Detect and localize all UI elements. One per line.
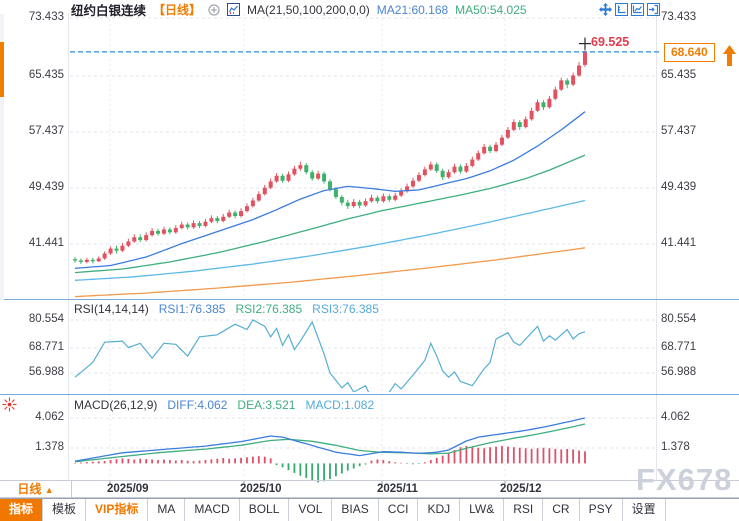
chevron-up-icon: ▲ bbox=[44, 485, 54, 495]
axis-label: 68.771 bbox=[661, 341, 697, 353]
trend-chart-icon[interactable] bbox=[631, 3, 644, 21]
axis-label: 57.437 bbox=[28, 125, 64, 137]
axis-label: 73.433 bbox=[28, 11, 64, 23]
axis-label: 65.435 bbox=[28, 69, 64, 81]
macd-label: MACD(26,12,9) bbox=[74, 398, 158, 412]
axis-label: 49.439 bbox=[661, 181, 697, 193]
rsi2-value: RSI2:76.385 bbox=[235, 302, 303, 316]
tab-psy[interactable]: PSY bbox=[580, 499, 623, 521]
tab-indicator[interactable]: 指标 bbox=[0, 499, 44, 521]
axis-label: 4.062 bbox=[35, 411, 64, 423]
chart-tool-icons bbox=[599, 3, 660, 21]
axis-label: 4.062 bbox=[661, 411, 690, 423]
tab-cr[interactable]: CR bbox=[543, 499, 580, 521]
axis-label: 1.378 bbox=[661, 441, 690, 453]
ma21-value: MA21:60.168 bbox=[376, 2, 449, 17]
axis-label: 41.441 bbox=[28, 237, 64, 249]
tab-kdj[interactable]: KDJ bbox=[418, 499, 461, 521]
tab-cci[interactable]: CCI bbox=[379, 499, 419, 521]
tab-template[interactable]: 模板 bbox=[43, 499, 87, 521]
tab-vip-indicator[interactable]: VIP指标 bbox=[86, 499, 149, 521]
tab-boll[interactable]: BOLL bbox=[240, 499, 290, 521]
mini-chart-icon[interactable] bbox=[227, 3, 241, 16]
circle-plus-icon[interactable] bbox=[208, 3, 220, 16]
high-price-label: 69.525 bbox=[591, 35, 630, 49]
toolbar-spacer bbox=[666, 499, 739, 521]
period-dropdown[interactable]: 日线 ▲ bbox=[0, 481, 72, 497]
instrument-title: 纽约白银连续 bbox=[71, 4, 147, 18]
exit-fullscreen-icon[interactable] bbox=[647, 3, 660, 21]
axis-label: 56.988 bbox=[661, 366, 697, 378]
rsi-pane-header: RSI(14,14,14) RSI1:76.385 RSI2:76.385 RS… bbox=[74, 302, 379, 316]
axis-label: 1.378 bbox=[35, 441, 64, 453]
axis-label: 73.433 bbox=[661, 11, 697, 23]
axis-label: 80.554 bbox=[28, 313, 64, 325]
hot-indicator-icon bbox=[2, 397, 17, 417]
tab-rsi[interactable]: RSI bbox=[504, 499, 544, 521]
date-label: 2025/10 bbox=[240, 483, 282, 495]
dea-value: DEA:3.521 bbox=[237, 398, 296, 412]
axis-label: 80.554 bbox=[661, 313, 697, 325]
axis-scale-icon[interactable] bbox=[615, 3, 628, 21]
macd-value: MACD:1.082 bbox=[305, 398, 375, 412]
tab-vol[interactable]: VOL bbox=[289, 499, 333, 521]
tab-settings[interactable]: 设置 bbox=[623, 499, 666, 521]
ma50-value: MA50:54.025 bbox=[455, 2, 527, 17]
last-price-tag: 68.640 bbox=[664, 43, 715, 62]
diff-value: DIFF:4.062 bbox=[167, 398, 228, 412]
date-label: 2025/11 bbox=[377, 483, 418, 495]
axis-label: 68.771 bbox=[28, 341, 64, 353]
date-label: 2025/12 bbox=[500, 483, 542, 495]
period-dropdown-label: 日线 bbox=[17, 482, 42, 496]
period-tag: 【日线】 bbox=[153, 3, 202, 17]
macd-pane-header: MACD(26,12,9) DIFF:4.062 DEA:3.521 MACD:… bbox=[74, 398, 374, 412]
tab-lwr[interactable]: LW& bbox=[460, 499, 505, 521]
date-axis bbox=[0, 480, 739, 498]
axis-label: 56.988 bbox=[28, 366, 64, 378]
tab-macd[interactable]: MACD bbox=[185, 499, 240, 521]
price-up-arrow-icon bbox=[722, 44, 737, 73]
rsi1-value: RSI1:76.385 bbox=[158, 302, 226, 316]
rsi-label: RSI(14,14,14) bbox=[74, 302, 149, 316]
ma-settings-label: MA(21,50,100,200,0,0) bbox=[247, 2, 370, 17]
move-icon[interactable] bbox=[599, 3, 612, 21]
axis-label: 57.437 bbox=[661, 125, 697, 137]
date-label: 2025/09 bbox=[107, 483, 149, 495]
tab-ma[interactable]: MA bbox=[148, 499, 186, 521]
indicator-toolbar: 指标 模板 VIP指标 MA MACD BOLL VOL BIAS CCI KDJ LW& RSI CR… bbox=[0, 498, 739, 521]
rsi3-value: RSI3:76.385 bbox=[312, 302, 379, 316]
axis-label: 49.439 bbox=[28, 181, 64, 193]
axis-label: 41.441 bbox=[661, 237, 697, 249]
chart-header: 纽约白银连续 【日线】 MA(21,50,100,200,0,0) MA21:6… bbox=[71, 2, 527, 19]
tab-bias[interactable]: BIAS bbox=[332, 499, 379, 521]
axis-label: 65.435 bbox=[661, 69, 697, 81]
